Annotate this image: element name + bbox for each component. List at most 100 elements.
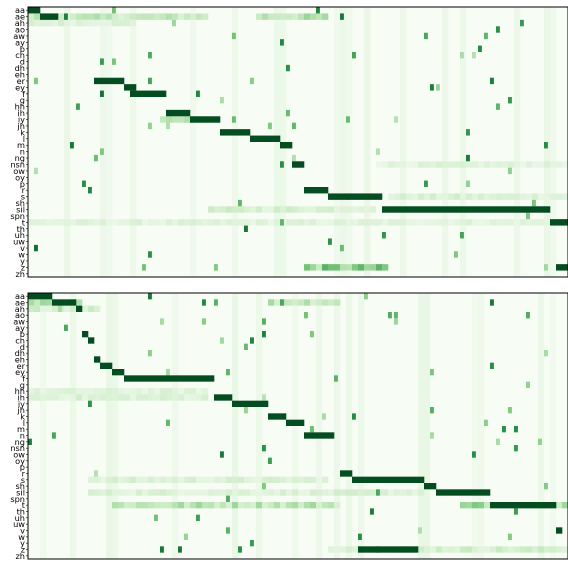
y-tick-label: n <box>20 431 25 441</box>
y-tick-label: ah <box>15 304 25 314</box>
heatmap-cell <box>166 116 173 123</box>
heatmap-cell <box>262 476 269 483</box>
heatmap-cell <box>28 219 35 226</box>
heatmap-cell <box>448 161 455 168</box>
heatmap-cell <box>526 312 530 319</box>
heatmap-cell <box>88 394 95 401</box>
y-tick-label: ao <box>15 25 25 35</box>
y-tick-label: ih <box>18 108 25 118</box>
heatmap-cell <box>334 375 338 382</box>
heatmap-cell <box>454 193 461 200</box>
heatmap-cell <box>166 489 173 496</box>
y-tick-label: uw <box>13 237 25 247</box>
heatmap-cell <box>394 312 398 319</box>
y-tick-label: z <box>21 262 25 272</box>
heatmap-cell <box>520 219 527 226</box>
heatmap-texture-column <box>316 293 323 559</box>
heatmap-cell <box>172 502 179 509</box>
heatmap-cell <box>148 476 155 483</box>
heatmap-cell <box>292 122 296 130</box>
heatmap-cell <box>112 388 119 395</box>
heatmap-cell <box>64 394 71 401</box>
heatmap-cell <box>46 19 53 27</box>
y-tick-label: iy <box>18 115 25 125</box>
heatmap-cell <box>196 476 203 483</box>
heatmap-cell <box>352 546 359 553</box>
y-tick-label: l <box>23 418 25 428</box>
heatmap-cell <box>88 489 95 496</box>
heatmap-cell <box>148 394 155 401</box>
heatmap-cell <box>172 476 179 483</box>
heatmap-cell <box>94 219 101 226</box>
heatmap-cell <box>382 219 389 226</box>
y-tick-label: ae <box>15 298 25 308</box>
heatmap-cell <box>340 219 347 226</box>
heatmap-cell <box>40 19 47 27</box>
heatmap-cell <box>262 206 269 213</box>
heatmap-cell <box>190 476 197 483</box>
heatmap-cell <box>340 206 347 213</box>
heatmap-cell <box>214 489 221 496</box>
heatmap-cell <box>142 219 149 226</box>
heatmap-cell <box>334 206 341 213</box>
heatmap-cell <box>196 90 200 97</box>
heatmap-cell <box>340 489 347 496</box>
heatmap-cell <box>460 232 464 239</box>
heatmap-cell <box>370 264 377 271</box>
heatmap-texture-column <box>478 293 485 559</box>
y-tick-label: g <box>20 380 25 390</box>
y-tick-label: dh <box>15 63 25 73</box>
heatmap-cell <box>550 193 557 200</box>
heatmap-cell <box>430 546 437 553</box>
heatmap-cell <box>430 219 437 226</box>
heatmap-cell <box>472 546 479 553</box>
heatmap-cell <box>166 219 173 226</box>
heatmap-cell <box>142 13 149 20</box>
heatmap-cell <box>292 299 299 306</box>
heatmap-cell <box>172 116 179 123</box>
heatmap-cell <box>226 219 233 226</box>
heatmap-cell <box>220 502 227 509</box>
heatmap-texture-column <box>100 7 107 277</box>
heatmap-cell <box>76 299 83 306</box>
heatmap-cell <box>136 476 143 483</box>
heatmap-cell <box>106 219 113 226</box>
heatmap-cell <box>28 13 35 20</box>
heatmap-cell <box>298 299 305 306</box>
heatmap-cell <box>64 19 71 27</box>
heatmap-cell <box>202 502 209 509</box>
heatmap-cell <box>154 394 161 401</box>
heatmap-cell <box>40 388 47 395</box>
heatmap-cell <box>364 219 371 226</box>
heatmap-cell <box>514 508 518 515</box>
heatmap-cell <box>106 394 113 401</box>
heatmap-cell <box>58 219 65 226</box>
heatmap-cell <box>322 206 329 213</box>
alignment-segment-aa <box>28 7 41 14</box>
heatmap-cell <box>490 546 497 553</box>
heatmap-cell <box>334 299 341 306</box>
heatmap-cell <box>40 299 47 306</box>
heatmap-texture-column <box>334 293 341 559</box>
heatmap-cell <box>148 350 152 357</box>
heatmap-cell <box>208 219 215 226</box>
heatmap-cell <box>346 219 353 226</box>
heatmap-cell <box>334 502 341 509</box>
heatmap-cell <box>274 502 281 509</box>
heatmap-cell <box>226 495 230 502</box>
heatmap-cell <box>166 388 173 395</box>
y-tick-label: sh <box>16 198 25 208</box>
heatmap-cell <box>172 489 179 496</box>
alignment-segment-eh <box>94 356 101 363</box>
alignment-segment-m <box>280 142 293 149</box>
y-tick-label: ay <box>15 37 25 47</box>
heatmap-cell <box>232 116 236 123</box>
heatmap-cell <box>214 476 221 483</box>
heatmap-cell <box>298 13 305 20</box>
y-tick-label: jh <box>17 405 25 415</box>
heatmap-cell <box>496 26 500 33</box>
heatmap-cell <box>538 161 545 168</box>
heatmap-cell <box>490 77 494 85</box>
heatmap-panel-1: aaaeahaoawaybchddhehereyfghhihiyjhklmnng… <box>10 5 568 279</box>
heatmap-cell <box>190 489 197 496</box>
